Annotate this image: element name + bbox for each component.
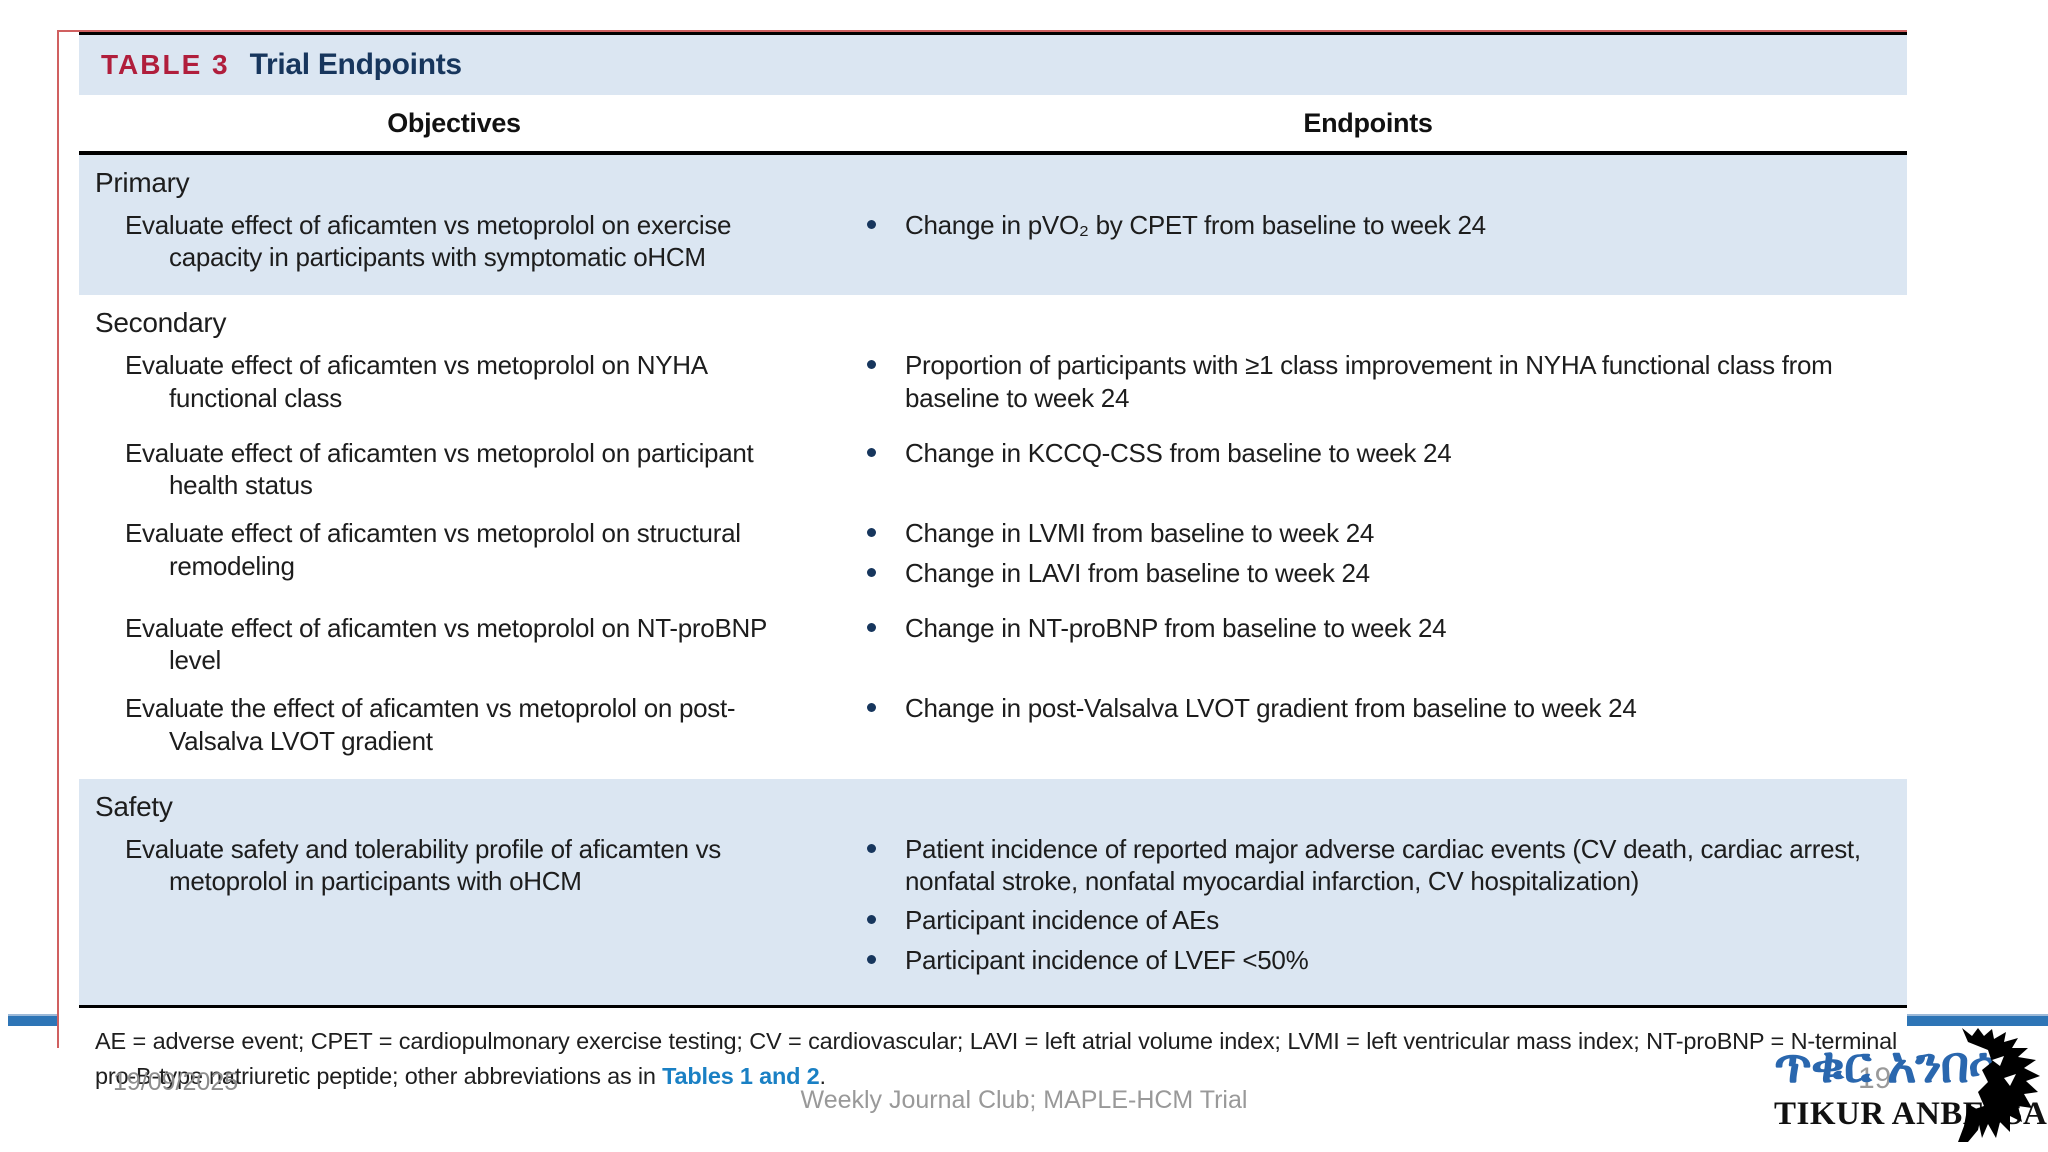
table-row: Evaluate effect of aficamten vs metoprol… [79, 612, 1907, 676]
table-section-primary: Primary Evaluate effect of aficamten vs m… [79, 155, 1907, 296]
table-top-rule [79, 32, 1907, 35]
objective-cell: Evaluate effect of aficamten vs metoprol… [125, 350, 707, 413]
objective-cell: Evaluate effect of aficamten vs metoprol… [125, 518, 741, 581]
objective-cell: Evaluate safety and tolerability profile… [125, 833, 721, 897]
objective-cell: Evaluate effect of aficamten vs metoprol… [125, 210, 732, 273]
endpoint-cell: Change in pVO₂ by CPET from baseline to … [829, 209, 1907, 273]
endpoint-item: Change in LVMI from baseline to week 24 [829, 517, 1907, 549]
section-label: Primary [95, 167, 190, 198]
table-title-bar: TABLE 3 Trial Endpoints [79, 35, 1907, 95]
footnote-period: . [819, 1063, 827, 1089]
footnote-tables-link[interactable]: Tables 1 and 2 [662, 1063, 820, 1089]
endpoint-item: Participant incidence of AEs [829, 904, 1907, 936]
endpoint-item: Participant incidence of LVEF <50% [829, 944, 1907, 976]
table-row: Evaluate safety and tolerability profile… [79, 833, 1907, 983]
table-bottom-rule [79, 1004, 1907, 1008]
header-rule [79, 151, 1907, 155]
table-section-secondary: Secondary Evaluate effect of aficamten vs… [79, 295, 1907, 778]
table-row: Evaluate effect of aficamten vs metoprol… [79, 209, 1907, 273]
table-row: Evaluate the effect of aficamten vs meto… [79, 692, 1907, 756]
endpoint-item: Proportion of participants with ≥1 class… [829, 349, 1907, 413]
table-title: Trial Endpoints [249, 48, 462, 81]
endpoint-item: Change in NT-proBNP from baseline to wee… [829, 612, 1907, 644]
trial-endpoints-table: TABLE 3 Trial Endpoints Objectives Endpo… [57, 30, 1907, 1089]
table-section-safety: Safety Evaluate safety and tolerability p… [79, 778, 1907, 1005]
endpoint-cell: Change in post-Valsalva LVOT gradient fr… [829, 692, 1907, 756]
tikur-anbessa-logo: ጥቁር አንበሳ TIKUR ANBESSA [1774, 1026, 2047, 1150]
endpoint-cell: Patient incidence of reported major adve… [829, 833, 1907, 983]
objective-cell: Evaluate effect of aficamten vs metoprol… [125, 437, 754, 501]
endpoint-cell: Proportion of participants with ≥1 class… [829, 349, 1907, 420]
table-body: Primary Evaluate effect of aficamten vs m… [79, 155, 1907, 1005]
footnote-text: AE = adverse event; CPET = cardiopulmona… [95, 1027, 1897, 1089]
endpoint-item: Patient incidence of reported major adve… [829, 833, 1907, 897]
endpoint-item: Change in pVO₂ by CPET from baseline to … [829, 209, 1907, 241]
endpoint-item: Change in KCCQ-CSS from baseline to week… [829, 437, 1907, 469]
slide-footer-title: Weekly Journal Club; MAPLE-HCM Trial [800, 1086, 1248, 1114]
table-row: Evaluate effect of aficamten vs metoprol… [79, 517, 1907, 595]
endpoint-item: Change in post-Valsalva LVOT gradient fr… [829, 692, 1907, 724]
section-label: Safety [95, 790, 173, 822]
section-label: Secondary [95, 307, 227, 339]
lion-icon [1958, 1028, 2040, 1142]
column-header-objectives: Objectives [387, 107, 521, 138]
table-row: Evaluate effect of aficamten vs metoprol… [79, 437, 1907, 501]
objective-cell: Evaluate effect of aficamten vs metoprol… [125, 612, 767, 676]
table-footnote: AE = adverse event; CPET = cardiopulmona… [79, 1008, 1907, 1095]
table-label: TABLE 3 [101, 49, 230, 80]
endpoint-cell: Change in NT-proBNP from baseline to wee… [829, 612, 1907, 676]
endpoint-cell: Change in LVMI from baseline to week 24 C… [829, 517, 1907, 595]
table-row: Evaluate effect of aficamten vs metoprol… [79, 349, 1907, 420]
endpoint-item: Change in LAVI from baseline to week 24 [829, 557, 1907, 589]
logo-amharic-text: ጥቁር አንበሳ [1774, 1036, 1998, 1094]
slide-date: 19/09/2025 [113, 1068, 239, 1096]
column-header-endpoints: Endpoints [1303, 107, 1433, 138]
objective-cell: Evaluate the effect of aficamten vs meto… [125, 693, 736, 756]
endpoint-cell: Change in KCCQ-CSS from baseline to week… [829, 437, 1907, 501]
page-number: 19 [1858, 1062, 1892, 1095]
column-header-row: Objectives Endpoints [79, 95, 1907, 151]
